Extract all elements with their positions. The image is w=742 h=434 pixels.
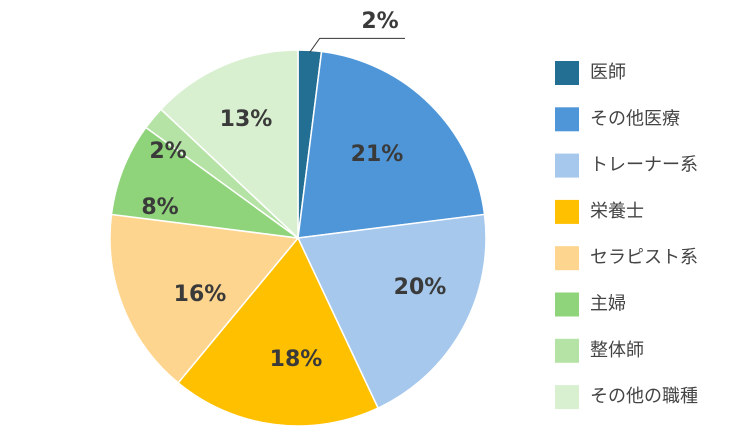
legend-swatch	[555, 292, 579, 317]
legend-swatch	[555, 338, 579, 363]
legend-swatch	[555, 385, 579, 410]
legend-label: セラピスト系	[590, 247, 698, 268]
pie-slice	[159, 49, 299, 240]
legend-swatch	[555, 199, 579, 224]
pie-slice	[110, 126, 299, 239]
legend-swatch	[555, 153, 579, 178]
legend-label: 栄養士	[590, 201, 644, 222]
legend-swatch	[555, 107, 579, 132]
legend-swatch	[555, 246, 579, 271]
legend-swatch	[555, 61, 579, 85]
legend-label: 医師	[590, 62, 626, 83]
leader-line	[309, 37, 405, 53]
data-label: 16%	[174, 282, 227, 307]
legend-label: その他の職種	[590, 386, 698, 407]
data-label: 2%	[149, 139, 186, 164]
data-label: 20%	[394, 275, 447, 300]
legend-label: 整体師	[590, 340, 644, 361]
data-label: 8%	[141, 195, 178, 220]
legend-label: トレーナー系	[590, 155, 698, 176]
legend-label: 主婦	[590, 294, 626, 315]
data-label: 18%	[270, 347, 323, 372]
pie-slice	[296, 213, 487, 410]
pie-slice	[297, 50, 486, 239]
data-label: 21%	[351, 142, 404, 167]
pie-slice	[109, 213, 300, 384]
pie-slice	[177, 236, 380, 427]
data-label: 2%	[361, 9, 398, 34]
legend-label: その他医療	[590, 108, 680, 129]
data-label: 13%	[220, 107, 273, 132]
